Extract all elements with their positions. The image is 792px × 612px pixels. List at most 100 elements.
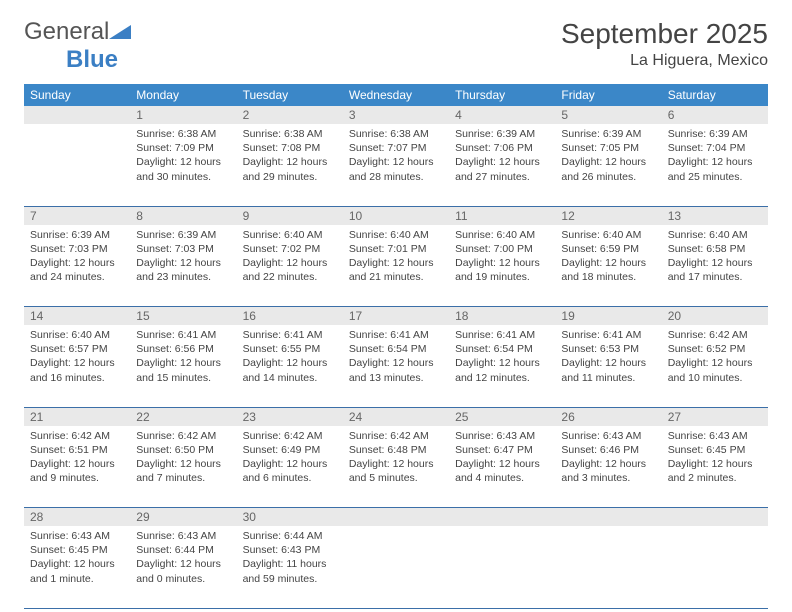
sunset-line: Sunset: 7:09 PM <box>136 141 230 155</box>
day-number-cell: 26 <box>555 407 661 426</box>
sunrise-line: Sunrise: 6:42 AM <box>243 429 337 443</box>
daylight-line: Daylight: 12 hours and 18 minutes. <box>561 256 655 284</box>
sunrise-line: Sunrise: 6:43 AM <box>30 529 124 543</box>
day-cell: Sunrise: 6:41 AMSunset: 6:56 PMDaylight:… <box>130 325 236 407</box>
day-cell-body: Sunrise: 6:38 AMSunset: 7:09 PMDaylight:… <box>130 124 236 190</box>
day-cell <box>555 526 661 608</box>
day-cell: Sunrise: 6:39 AMSunset: 7:03 PMDaylight:… <box>24 225 130 307</box>
day-cell-body: Sunrise: 6:38 AMSunset: 7:07 PMDaylight:… <box>343 124 449 190</box>
sunset-line: Sunset: 6:54 PM <box>349 342 443 356</box>
daylight-line: Daylight: 12 hours and 22 minutes. <box>243 256 337 284</box>
weekday-header: Friday <box>555 84 661 106</box>
day-number-cell: 16 <box>237 307 343 326</box>
day-cell: Sunrise: 6:42 AMSunset: 6:50 PMDaylight:… <box>130 426 236 508</box>
day-cell <box>24 124 130 206</box>
day-number-cell: 19 <box>555 307 661 326</box>
sunrise-line: Sunrise: 6:39 AM <box>455 127 549 141</box>
daylight-line: Daylight: 12 hours and 10 minutes. <box>668 356 762 384</box>
day-body-row: Sunrise: 6:43 AMSunset: 6:45 PMDaylight:… <box>24 526 768 608</box>
sunrise-line: Sunrise: 6:40 AM <box>668 228 762 242</box>
sunset-line: Sunset: 6:58 PM <box>668 242 762 256</box>
sunset-line: Sunset: 6:47 PM <box>455 443 549 457</box>
sunrise-line: Sunrise: 6:40 AM <box>455 228 549 242</box>
day-cell: Sunrise: 6:43 AMSunset: 6:44 PMDaylight:… <box>130 526 236 608</box>
day-cell: Sunrise: 6:44 AMSunset: 6:43 PMDaylight:… <box>237 526 343 608</box>
day-number-cell: 29 <box>130 508 236 527</box>
day-body-row: Sunrise: 6:39 AMSunset: 7:03 PMDaylight:… <box>24 225 768 307</box>
day-number-cell: 12 <box>555 206 661 225</box>
day-cell: Sunrise: 6:43 AMSunset: 6:45 PMDaylight:… <box>662 426 768 508</box>
location: La Higuera, Mexico <box>561 52 768 70</box>
sunrise-line: Sunrise: 6:42 AM <box>30 429 124 443</box>
day-number-cell: 3 <box>343 106 449 124</box>
daylight-line: Daylight: 12 hours and 26 minutes. <box>561 155 655 183</box>
calendar-head: SundayMondayTuesdayWednesdayThursdayFrid… <box>24 84 768 106</box>
day-cell-body: Sunrise: 6:41 AMSunset: 6:53 PMDaylight:… <box>555 325 661 391</box>
day-number-cell: 22 <box>130 407 236 426</box>
daylight-line: Daylight: 12 hours and 21 minutes. <box>349 256 443 284</box>
day-cell-body: Sunrise: 6:40 AMSunset: 6:59 PMDaylight:… <box>555 225 661 291</box>
sunset-line: Sunset: 7:00 PM <box>455 242 549 256</box>
day-cell-body: Sunrise: 6:42 AMSunset: 6:49 PMDaylight:… <box>237 426 343 492</box>
sunrise-line: Sunrise: 6:40 AM <box>349 228 443 242</box>
daynum-row: 14151617181920 <box>24 307 768 326</box>
weekday-header: Sunday <box>24 84 130 106</box>
day-cell-body: Sunrise: 6:42 AMSunset: 6:52 PMDaylight:… <box>662 325 768 391</box>
daylight-line: Daylight: 12 hours and 25 minutes. <box>668 155 762 183</box>
day-number-cell: 25 <box>449 407 555 426</box>
sunrise-line: Sunrise: 6:39 AM <box>136 228 230 242</box>
day-cell <box>343 526 449 608</box>
sunset-line: Sunset: 7:06 PM <box>455 141 549 155</box>
daylight-line: Daylight: 12 hours and 14 minutes. <box>243 356 337 384</box>
day-cell: Sunrise: 6:41 AMSunset: 6:54 PMDaylight:… <box>343 325 449 407</box>
day-number-cell: 1 <box>130 106 236 124</box>
daylight-line: Daylight: 12 hours and 30 minutes. <box>136 155 230 183</box>
logo: General Blue <box>24 18 131 74</box>
day-cell: Sunrise: 6:39 AMSunset: 7:03 PMDaylight:… <box>130 225 236 307</box>
day-cell: Sunrise: 6:40 AMSunset: 7:01 PMDaylight:… <box>343 225 449 307</box>
day-cell-body: Sunrise: 6:43 AMSunset: 6:45 PMDaylight:… <box>662 426 768 492</box>
day-cell-body: Sunrise: 6:40 AMSunset: 6:58 PMDaylight:… <box>662 225 768 291</box>
day-cell-body: Sunrise: 6:43 AMSunset: 6:45 PMDaylight:… <box>24 526 130 592</box>
day-number-cell: 15 <box>130 307 236 326</box>
sunset-line: Sunset: 6:43 PM <box>243 543 337 557</box>
sunrise-line: Sunrise: 6:41 AM <box>243 328 337 342</box>
day-number-cell: 7 <box>24 206 130 225</box>
month-title: September 2025 <box>561 18 768 50</box>
sunrise-line: Sunrise: 6:41 AM <box>561 328 655 342</box>
daynum-row: 78910111213 <box>24 206 768 225</box>
day-cell: Sunrise: 6:38 AMSunset: 7:09 PMDaylight:… <box>130 124 236 206</box>
sunset-line: Sunset: 6:54 PM <box>455 342 549 356</box>
day-number-cell: 9 <box>237 206 343 225</box>
daylight-line: Daylight: 12 hours and 12 minutes. <box>455 356 549 384</box>
logo-part2: Blue <box>66 46 118 73</box>
sunset-line: Sunset: 6:55 PM <box>243 342 337 356</box>
day-number-cell: 14 <box>24 307 130 326</box>
sunset-line: Sunset: 6:45 PM <box>668 443 762 457</box>
day-number-cell: 23 <box>237 407 343 426</box>
day-cell-body: Sunrise: 6:40 AMSunset: 7:02 PMDaylight:… <box>237 225 343 291</box>
daylight-line: Daylight: 12 hours and 11 minutes. <box>561 356 655 384</box>
weekday-header: Thursday <box>449 84 555 106</box>
day-number-cell: 10 <box>343 206 449 225</box>
sunrise-line: Sunrise: 6:43 AM <box>561 429 655 443</box>
sunrise-line: Sunrise: 6:38 AM <box>243 127 337 141</box>
sunset-line: Sunset: 6:52 PM <box>668 342 762 356</box>
sunrise-line: Sunrise: 6:38 AM <box>349 127 443 141</box>
day-cell-body: Sunrise: 6:43 AMSunset: 6:47 PMDaylight:… <box>449 426 555 492</box>
day-number-cell: 27 <box>662 407 768 426</box>
sunset-line: Sunset: 6:44 PM <box>136 543 230 557</box>
sunset-line: Sunset: 6:51 PM <box>30 443 124 457</box>
day-cell: Sunrise: 6:41 AMSunset: 6:55 PMDaylight:… <box>237 325 343 407</box>
day-cell: Sunrise: 6:39 AMSunset: 7:06 PMDaylight:… <box>449 124 555 206</box>
sunset-line: Sunset: 6:57 PM <box>30 342 124 356</box>
weekday-row: SundayMondayTuesdayWednesdayThursdayFrid… <box>24 84 768 106</box>
sunrise-line: Sunrise: 6:38 AM <box>136 127 230 141</box>
calendar-table: SundayMondayTuesdayWednesdayThursdayFrid… <box>24 84 768 609</box>
logo-text: General Blue <box>24 18 131 74</box>
sunrise-line: Sunrise: 6:43 AM <box>136 529 230 543</box>
day-cell: Sunrise: 6:42 AMSunset: 6:51 PMDaylight:… <box>24 426 130 508</box>
day-number-cell: 8 <box>130 206 236 225</box>
day-cell: Sunrise: 6:40 AMSunset: 6:59 PMDaylight:… <box>555 225 661 307</box>
daylight-line: Daylight: 12 hours and 4 minutes. <box>455 457 549 485</box>
